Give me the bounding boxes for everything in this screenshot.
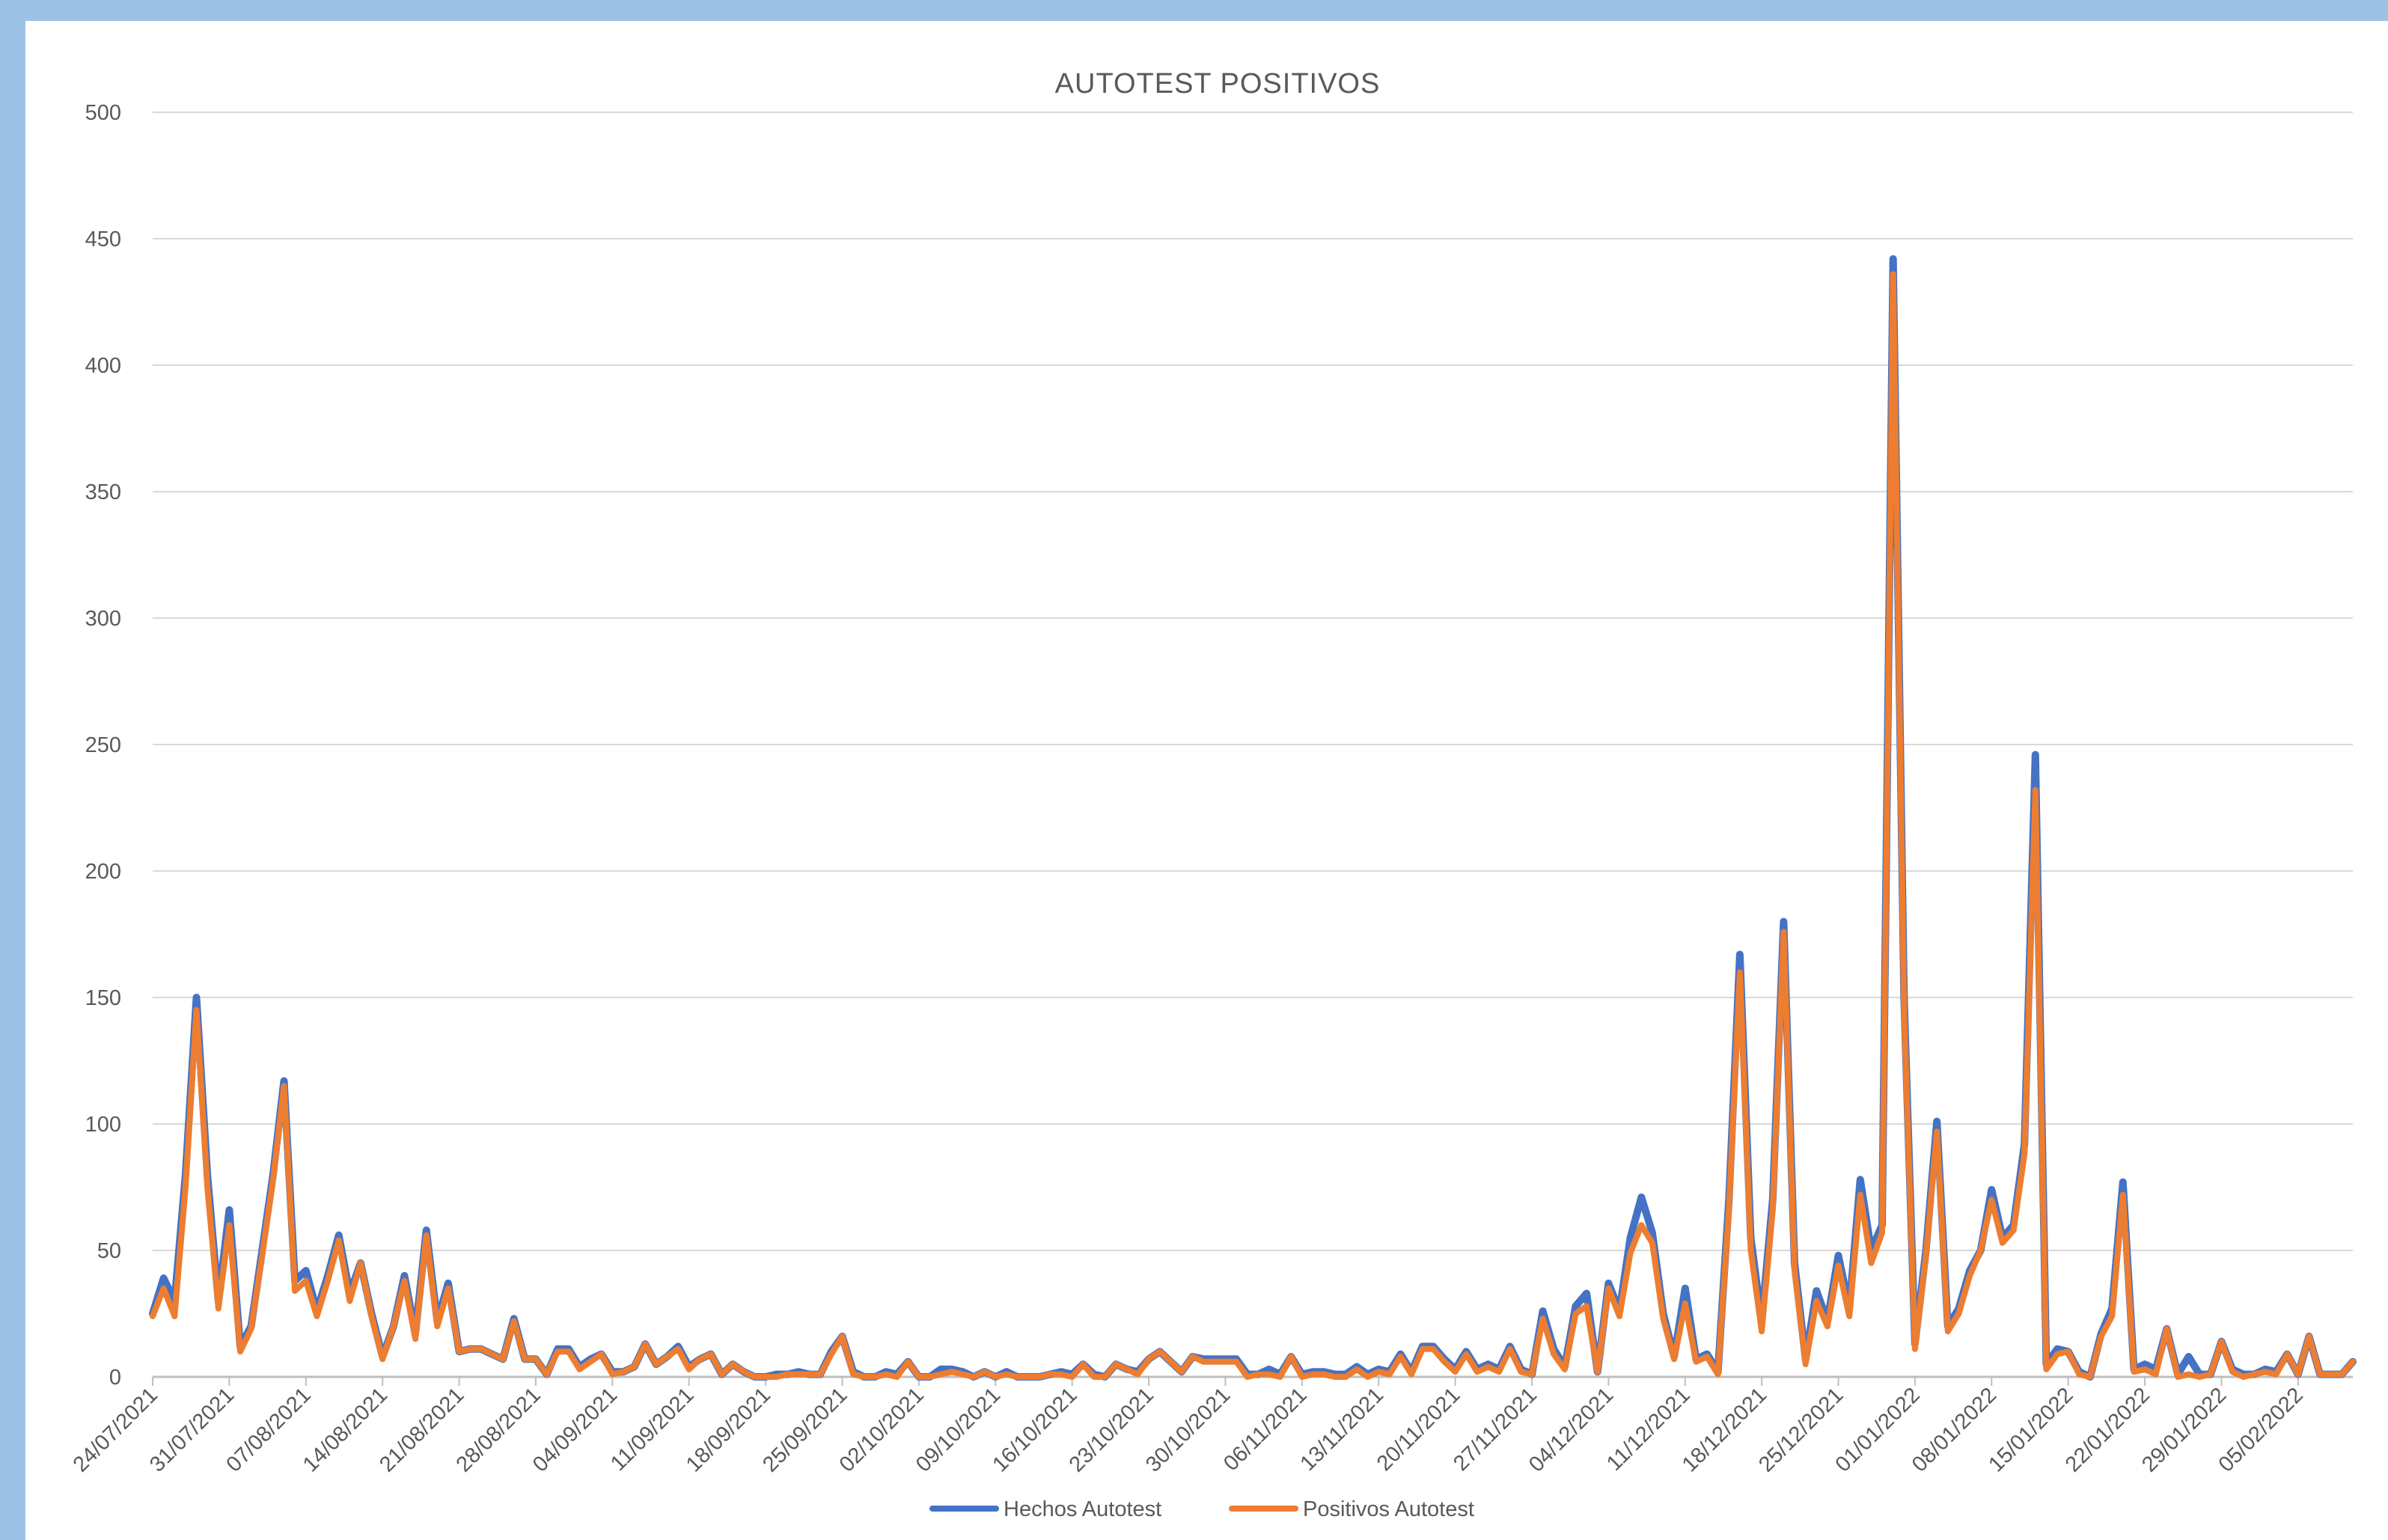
- y-axis-ticks: 0 50 100 150 200 250 300 350 400 450 500: [85, 101, 121, 1390]
- y-tick-label: 0: [109, 1366, 121, 1390]
- chart-title: AUTOTEST POSITIVOS: [1055, 68, 1381, 100]
- y-tick-label: 250: [85, 733, 121, 757]
- chart-panel: AUTOTEST POSITIVOS 0 50 100 150 200 250 300 350…: [25, 21, 2388, 1540]
- y-tick-label: 50: [97, 1239, 121, 1263]
- y-tick-label: 300: [85, 607, 121, 631]
- legend-label: Hechos Autotest: [1004, 1497, 1161, 1521]
- legend-label: Positivos Autotest: [1303, 1497, 1474, 1521]
- y-tick-label: 500: [85, 101, 121, 125]
- y-tick-label: 450: [85, 227, 121, 251]
- y-tick-label: 200: [85, 860, 121, 884]
- series-line-hechos: [149, 255, 2357, 1381]
- y-tick-label: 400: [85, 354, 121, 378]
- y-tick-label: 350: [85, 480, 121, 504]
- gridlines: [153, 111, 2353, 1378]
- line-chart: AUTOTEST POSITIVOS 0 50 100 150 200 250 300 350…: [69, 68, 2357, 1521]
- y-tick-label: 100: [85, 1113, 121, 1137]
- x-axis-ticks: 24/07/202131/07/202107/08/202114/08/2021…: [69, 1377, 2308, 1477]
- series-line-positivos: [150, 271, 2356, 1380]
- series-lines: [149, 255, 2357, 1381]
- y-tick-label: 150: [85, 986, 121, 1010]
- legend: Hechos Autotest Positivos Autotest: [929, 1497, 1474, 1521]
